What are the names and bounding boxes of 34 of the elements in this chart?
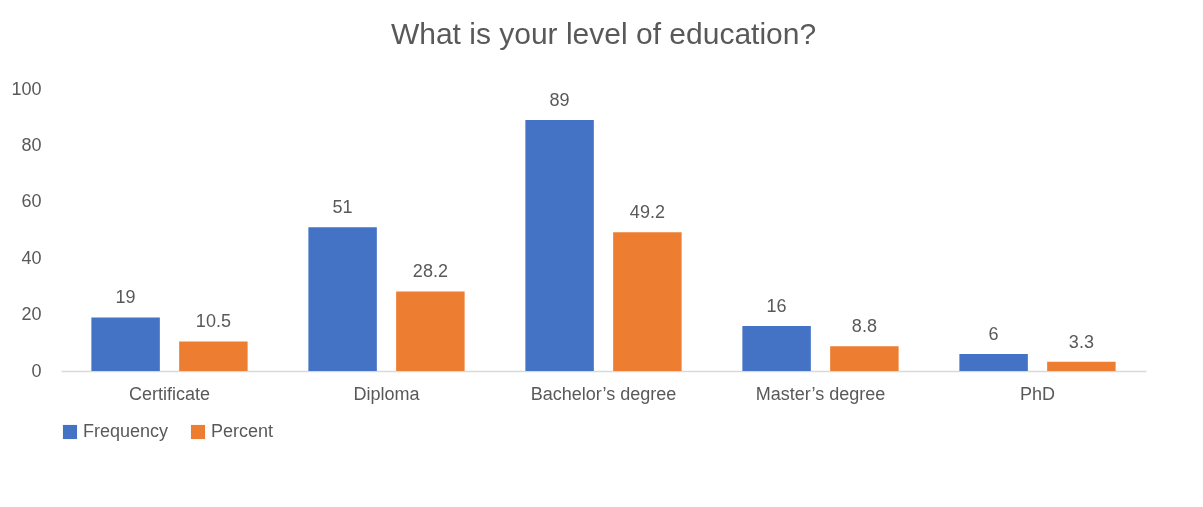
y-tick-label: 0	[31, 360, 42, 381]
data-label: 3.3	[1068, 331, 1094, 352]
y-tick-label: 20	[21, 304, 42, 325]
data-label: 28.2	[412, 261, 448, 282]
bar	[525, 120, 594, 371]
bar	[1047, 361, 1116, 371]
data-label: 10.5	[195, 311, 231, 332]
bar	[91, 317, 160, 371]
x-tick-label: PhD	[1019, 383, 1056, 404]
legend-label: Percent	[211, 421, 274, 441]
bar	[308, 227, 377, 371]
bar	[830, 346, 899, 371]
data-label: 51	[332, 197, 353, 218]
data-label: 19	[115, 287, 136, 308]
y-tick-label: 80	[21, 134, 42, 155]
bar	[613, 232, 682, 371]
x-tick-label: Diploma	[353, 383, 421, 404]
y-tick-label: 100	[11, 78, 42, 99]
bar	[742, 325, 811, 371]
y-tick-label: 40	[21, 247, 42, 268]
chart-title: What is your level of education?	[390, 17, 817, 50]
data-label: 49.2	[629, 202, 665, 223]
y-tick-label: 60	[21, 191, 42, 212]
legend-label: Frequency	[83, 421, 169, 441]
bar	[396, 291, 465, 371]
data-label: 8.8	[851, 316, 877, 337]
bar	[959, 354, 1028, 371]
data-label: 89	[549, 90, 570, 111]
x-tick-label: Master’s degree	[755, 383, 886, 404]
x-tick-label: Bachelor’s degree	[530, 383, 677, 404]
bar	[179, 341, 248, 371]
data-label: 16	[766, 295, 787, 316]
data-label: 6	[988, 324, 999, 345]
x-tick-label: Certificate	[128, 383, 211, 404]
